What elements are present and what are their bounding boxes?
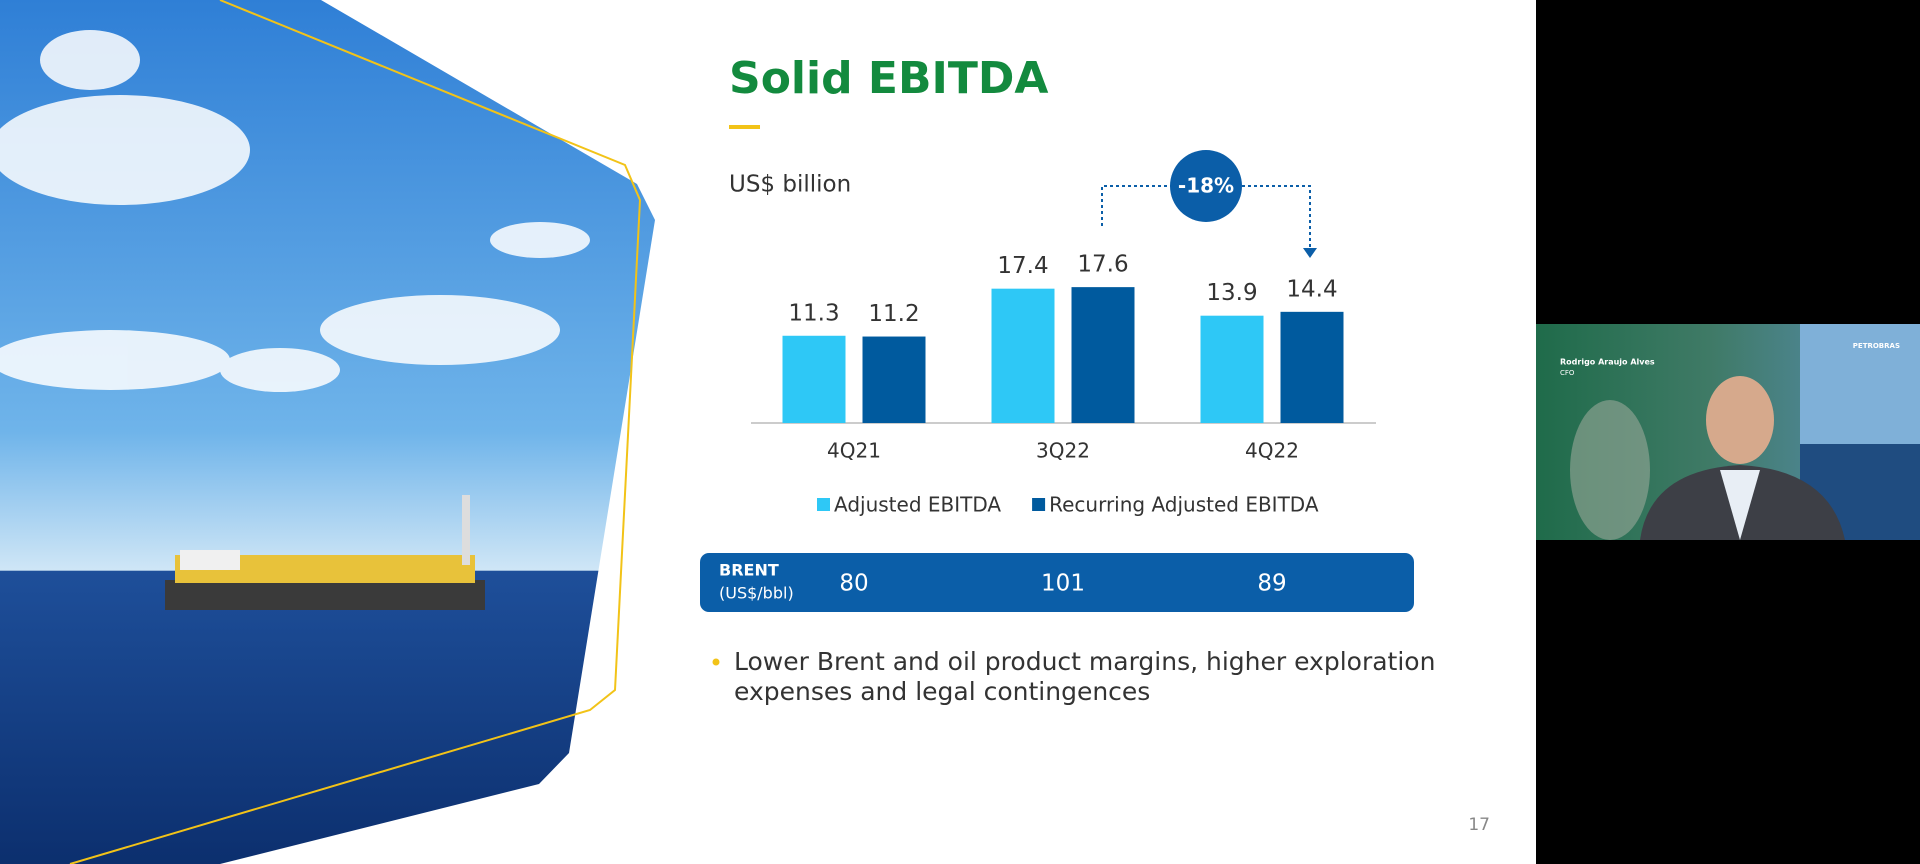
unit-label: US$ billion — [729, 172, 851, 198]
brent-value: 89 — [1257, 571, 1286, 597]
legend-swatch — [817, 498, 830, 511]
bullet-text: Lower Brent and oil product margins, hig… — [734, 647, 1435, 676]
value-label: 17.4 — [997, 253, 1048, 279]
x-tick-label: 4Q22 — [1245, 439, 1299, 463]
bar — [862, 336, 926, 423]
bar — [1280, 311, 1344, 423]
value-label: 11.2 — [868, 301, 919, 327]
slide-title: Solid EBITDA — [729, 53, 1048, 104]
bar — [1071, 287, 1135, 423]
bar — [1200, 315, 1264, 423]
speaker-name: Rodrigo Araujo Alves — [1560, 358, 1655, 367]
bar — [991, 288, 1055, 423]
x-tick-label: 4Q21 — [827, 439, 881, 463]
brent-unit: (US$/bbl) — [719, 584, 794, 603]
bar — [782, 335, 846, 423]
speaker-role: CFO — [1560, 369, 1575, 377]
title-underline — [729, 125, 760, 129]
change-callout: -18% — [1101, 150, 1317, 258]
slide-photo — [0, 0, 655, 864]
x-tick-label: 3Q22 — [1036, 439, 1090, 463]
brent-label: BRENT — [719, 561, 779, 580]
page-number: 17 — [1468, 815, 1490, 835]
clouds — [0, 30, 590, 392]
value-label: 13.9 — [1206, 280, 1257, 306]
value-label: 11.3 — [788, 300, 839, 326]
brent-value: 101 — [1041, 571, 1085, 597]
logo-text: PETROBRAS — [1853, 342, 1900, 350]
accent-line — [69, 0, 642, 864]
legend-swatch — [1032, 498, 1046, 511]
change-label: -18% — [1178, 174, 1234, 198]
legend-label: Recurring Adjusted EBITDA — [1049, 493, 1319, 517]
legend-label: Adjusted EBITDA — [834, 493, 1001, 517]
value-label: 17.6 — [1077, 252, 1128, 278]
brent-bar — [700, 553, 1414, 612]
speaker-video: Rodrigo Araujo Alves CFO PETROBRAS — [1536, 324, 1920, 540]
ship — [165, 495, 485, 610]
value-label: 14.4 — [1286, 276, 1337, 302]
bullet-text: expenses and legal contingences — [734, 677, 1150, 706]
bullet-dot — [712, 658, 720, 666]
brent-value: 80 — [839, 571, 868, 597]
